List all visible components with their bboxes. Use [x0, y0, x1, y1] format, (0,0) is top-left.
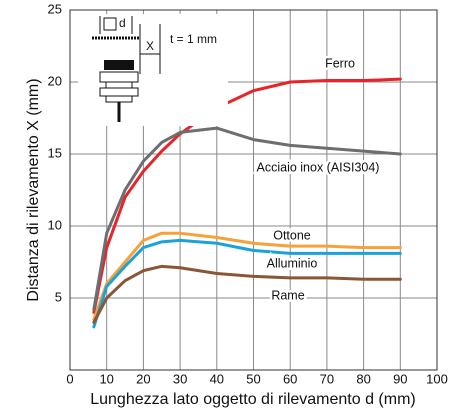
series-line [92, 238, 402, 329]
x-tick-label: 20 [136, 371, 150, 386]
y-tick-label: 15 [48, 145, 62, 160]
x-tick-label: 50 [246, 371, 260, 386]
annotation: t = 1 mm [170, 32, 217, 46]
x-tick-label: 90 [393, 371, 407, 386]
y-tick-label: 5 [55, 289, 62, 304]
series-line [92, 264, 402, 324]
annotation: X [146, 39, 154, 53]
series-line [92, 126, 402, 312]
plot-border [69, 9, 438, 371]
series-label: Alluminio [267, 256, 318, 270]
sensor-head [104, 60, 134, 70]
series-line [92, 231, 402, 322]
x-tick-label: 30 [173, 371, 187, 386]
x-tick-label: 80 [356, 371, 370, 386]
target-icon [103, 17, 117, 31]
series-label: Ottone [273, 228, 311, 242]
y-tick-label: 25 [48, 1, 62, 16]
annotation: d [119, 16, 126, 30]
series-label: Rame [271, 288, 304, 302]
sensor-inset: d t = 1 mm X [78, 14, 228, 126]
x-tick-label: 0 [66, 371, 73, 386]
series-label: Acciaio inox (AISI304) [257, 160, 380, 174]
y-axis-title: Distanza di rilevamento X (mm) [25, 78, 42, 301]
series-label: Ferro [325, 56, 355, 70]
x-tick-label: 70 [320, 371, 334, 386]
x-tick-label: 100 [426, 371, 448, 386]
sensor-nut [99, 87, 139, 97]
x-tick-label: 60 [283, 371, 297, 386]
y-tick-label: 10 [48, 217, 62, 232]
x-axis-title: Lunghezza lato oggetto di rilevamento d … [90, 391, 416, 408]
inset-bg [78, 14, 228, 126]
sensor-nut [99, 71, 139, 83]
x-tick-label: 10 [99, 371, 113, 386]
y-tick-label: 20 [48, 73, 62, 88]
x-tick-label: 40 [210, 371, 224, 386]
